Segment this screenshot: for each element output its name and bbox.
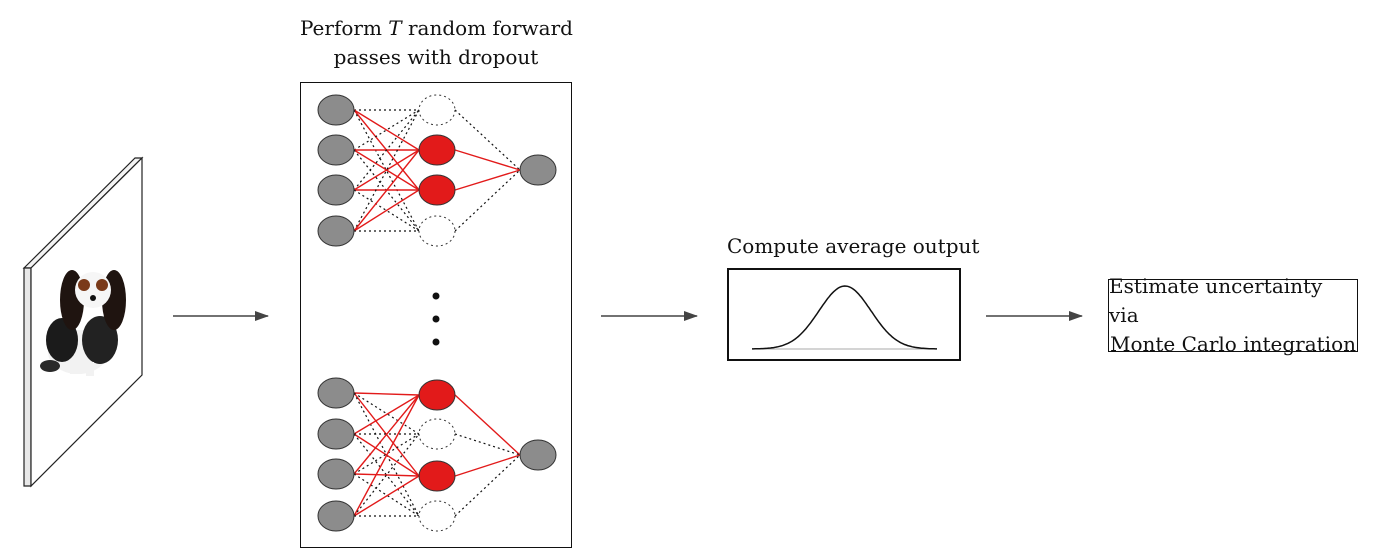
dropped-hidden-neuron: [418, 215, 456, 247]
edge-hidden-output: [454, 394, 521, 456]
edge-input-hidden: [353, 394, 420, 475]
nn-title: Perform T random forward passes with dro…: [300, 16, 573, 69]
input-neuron: [317, 377, 355, 409]
edge-input-hidden: [353, 189, 420, 232]
uncertainty-line-2: Monte Carlo integration: [1109, 332, 1356, 356]
output-neuron: [519, 439, 557, 471]
ellipsis-dots: [432, 292, 440, 346]
edge-input-hidden: [353, 392, 420, 396]
input-image-panel: [22, 156, 144, 488]
input-neuron: [317, 418, 355, 450]
edge-hidden-output: [454, 149, 521, 171]
edge-input-hidden: [353, 109, 420, 191]
input-neuron: [317, 174, 355, 206]
dog-photo-icon: [40, 270, 126, 376]
active-hidden-neuron: [418, 379, 456, 411]
input-neuron: [317, 134, 355, 166]
output-neuron: [519, 154, 557, 186]
input-neuron: [317, 94, 355, 126]
input-neuron: [317, 215, 355, 247]
average-output-box: [727, 268, 961, 361]
input-neuron: [317, 500, 355, 532]
edge-input-hidden: [353, 149, 420, 232]
networks-group: [317, 94, 557, 532]
edge-input-hidden: [353, 475, 420, 517]
edge-input-hidden: [353, 392, 420, 517]
edge-input-hidden: [353, 394, 420, 517]
dropped-hidden-neuron: [418, 418, 456, 450]
active-hidden-neuron: [418, 460, 456, 492]
dropped-hidden-neuron: [418, 500, 456, 532]
input-neuron: [317, 458, 355, 490]
edge-input-hidden: [353, 394, 420, 435]
uncertainty-line-1: Estimate uncertainty via: [1109, 274, 1323, 327]
network-box: [300, 82, 572, 548]
active-hidden-neuron: [418, 174, 456, 206]
uncertainty-box: Estimate uncertainty via Monte Carlo int…: [1108, 274, 1358, 356]
edge-input-hidden: [353, 149, 420, 191]
edge-hidden-output: [454, 454, 521, 477]
gaussian-plot: [752, 285, 937, 350]
active-hidden-neuron: [418, 134, 456, 166]
avg-title: Compute average output: [727, 234, 980, 258]
dropped-hidden-neuron: [418, 94, 456, 126]
edge-input-hidden: [353, 109, 420, 151]
edge-input-hidden: [353, 473, 420, 477]
edge-hidden-output: [454, 433, 521, 456]
edge-hidden-output: [454, 169, 521, 191]
